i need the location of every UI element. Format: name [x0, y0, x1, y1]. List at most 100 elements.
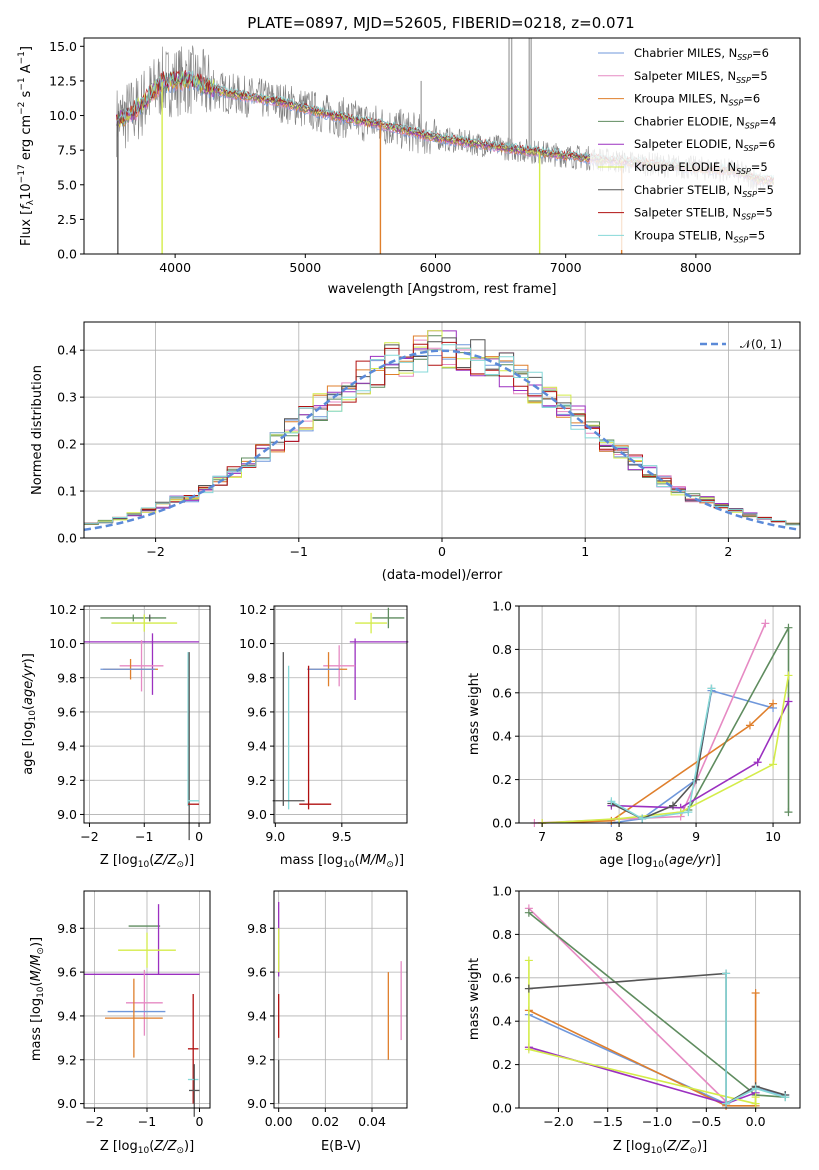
y-tick-label: 10.2: [239, 602, 267, 617]
y-tick-label: 9.0: [57, 807, 77, 822]
y-tick-label: 9.2: [247, 1052, 267, 1067]
legend-entry-label: Salpeter STELIB, NSSP=5: [634, 206, 773, 222]
y-tick-label: 10.2: [49, 602, 77, 617]
mass-weight-marker: [769, 699, 778, 708]
mass-weight-marker: [524, 1045, 533, 1054]
residual-y-label: Normed distribution: [30, 365, 45, 495]
massweight-vs-age-y-label: mass weight: [467, 673, 482, 755]
y-tick-label: 10.0: [49, 108, 77, 123]
gaussian-curve: [83, 349, 801, 532]
mass-weight-marker: [751, 988, 760, 997]
spectrum-x-label: wavelength [Angstrom, rest frame]: [328, 282, 557, 297]
residual-y-ticks: 0.0 0.1 0.2 0.3 0.4: [57, 343, 84, 546]
y-tick-label: 0.2: [57, 437, 77, 452]
mass-weight-marker: [784, 671, 793, 680]
spectrum-frame: [83, 37, 801, 255]
legend-entry-label: Chabrier MILES, NSSP=6: [634, 46, 769, 62]
y-tick-label: 9.4: [57, 1008, 77, 1023]
residual-panel: −2 −1 0 1 2 0.0 0.1 0.2 0.3 0.4 (data-model)/err…: [30, 321, 801, 583]
x-tick-label: 10: [765, 829, 781, 844]
mass-weight-marker: [692, 775, 701, 784]
age-vs-mass-frame: [273, 605, 408, 824]
mass-weight-series-line: [528, 907, 727, 1103]
y-tick-label: 9.2: [57, 1052, 77, 1067]
y-tick-label: 9.6: [57, 965, 77, 980]
y-tick-label: 0.6: [492, 970, 512, 985]
mass-weight-series-line: [611, 688, 713, 820]
mass-weight-marker: [761, 619, 770, 628]
x-tick-label: 7000: [550, 260, 582, 275]
x-tick-label: −1.5: [593, 1114, 623, 1129]
spectrum-x-ticks: 4000 5000 6000 7000 8000: [159, 254, 712, 275]
legend-entry-label: Kroupa MILES, NSSP=6: [634, 92, 760, 108]
x-tick-label: 0.00: [265, 1114, 293, 1129]
y-tick-label: 9.8: [247, 670, 267, 685]
mass-weight-marker: [784, 697, 793, 706]
mass-weight-marker: [784, 808, 793, 817]
mass-weight-marker: [668, 801, 677, 810]
mass-weight-series-line: [725, 973, 786, 1106]
x-tick-label: 9.0: [265, 829, 285, 844]
y-tick-label: 9.2: [57, 773, 77, 788]
y-tick-label: 9.0: [247, 1096, 267, 1111]
y-tick-label: 9.0: [57, 1096, 77, 1111]
y-tick-label: 9.6: [247, 704, 267, 719]
y-tick-label: 9.8: [57, 670, 77, 685]
x-tick-label: 1: [581, 544, 589, 559]
x-tick-label: 7: [538, 829, 546, 844]
mass-weight-marker: [769, 760, 778, 769]
x-tick-label: −2.0: [543, 1114, 573, 1129]
spectrum-y-label: Flux [fλ10−17 erg cm−2 s−1 A−1]: [17, 46, 36, 246]
mass-weight-marker: [707, 684, 716, 693]
x-tick-label: 0.02: [311, 1114, 339, 1129]
y-tick-label: 0.0: [492, 1101, 512, 1116]
y-tick-label: 0.6: [492, 685, 512, 700]
residual-x-ticks: −2 −1 0 1 2: [146, 538, 732, 559]
residual-x-label: (data-model)/error: [382, 568, 503, 583]
y-tick-label: 7.5: [57, 143, 77, 158]
mass-weight-marker: [615, 814, 624, 823]
y-tick-label: 0.4: [492, 1014, 512, 1029]
y-tick-label: 9.8: [247, 921, 267, 936]
massweight-vs-Z-frame: [518, 890, 801, 1109]
x-tick-label: 0: [195, 829, 203, 844]
y-tick-label: 0.8: [492, 927, 512, 942]
y-tick-label: 0.2: [492, 1057, 512, 1072]
y-tick-label: 0.0: [57, 247, 77, 262]
mass-weight-marker: [638, 814, 647, 823]
y-tick-label: 0.1: [57, 484, 77, 499]
x-tick-label: 0: [438, 544, 446, 559]
spectrum-legend: Chabrier MILES, NSSP=6 Salpeter MILES, NS…: [590, 42, 798, 250]
y-tick-label: 9.8: [57, 921, 77, 936]
massweight-vs-Z-y-label: mass weight: [467, 958, 482, 1040]
legend-entry-label: Chabrier ELODIE, NSSP=4: [634, 114, 776, 130]
massweight-vs-Z-x-label: Z [log10(Z/Z⊙)]: [613, 1139, 707, 1156]
x-tick-label: 0: [196, 1114, 204, 1129]
x-tick-label: 8: [615, 829, 623, 844]
mass-weight-marker: [751, 1093, 760, 1102]
age-vs-Z-x-label: Z [log10(Z/Z⊙)]: [100, 853, 194, 870]
massweight-vs-age-x-label: age [log10(age/yr)]: [599, 853, 721, 870]
mass-weight-marker: [751, 1084, 760, 1093]
age-vs-Z-y-label: age [log10(age/yr)]: [21, 653, 38, 775]
x-tick-label: 9.5: [332, 829, 352, 844]
mass-weight-series-line: [528, 993, 757, 1107]
x-tick-label: 9: [692, 829, 700, 844]
y-tick-label: 15.0: [49, 39, 77, 54]
x-tick-label: 6000: [420, 260, 452, 275]
x-tick-label: 4000: [159, 260, 191, 275]
age-vs-Z-panel: −2 −1 0 9.0 9.2 9.4 9.6 9.8 10.0 10.2 Z [log10(Z/…: [21, 602, 211, 870]
y-tick-label: 9.6: [57, 704, 77, 719]
gaussian-legend-label: 𝒩(0, 1): [740, 337, 782, 351]
spectrum-panel: PLATE=0897, MJD=52605, FIBERID=0218, z=0…: [17, 14, 801, 297]
x-tick-label: 2: [724, 544, 732, 559]
x-tick-label: −1.0: [642, 1114, 672, 1129]
y-tick-label: 9.4: [247, 1008, 267, 1023]
mass-vs-Z-x-label: Z [log10(Z/Z⊙)]: [100, 1139, 194, 1156]
y-tick-label: 0.4: [492, 729, 512, 744]
mass-vs-EBV-x-label: E(B-V): [321, 1139, 361, 1154]
mass-weight-marker: [745, 721, 754, 730]
y-tick-label: 0.8: [492, 642, 512, 657]
y-tick-label: 9.0: [247, 807, 267, 822]
